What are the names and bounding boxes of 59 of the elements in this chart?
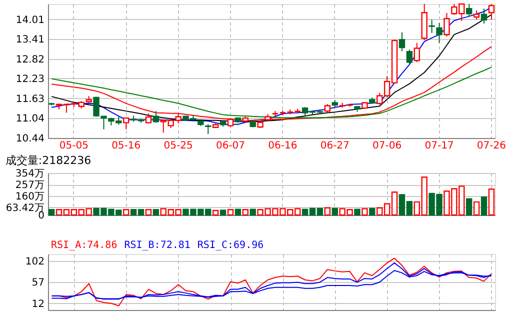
candlestick	[145, 112, 152, 124]
bar	[212, 210, 219, 216]
y-tick-label: 12	[32, 298, 44, 310]
y-tick-label: 13.41	[16, 34, 44, 46]
x-tick-label: 07-26	[476, 140, 506, 152]
candlestick	[480, 8, 488, 24]
y-tick-label: 11.04	[16, 114, 44, 125]
candlestick	[436, 22, 442, 44]
x-tick-label: 05-16	[112, 140, 141, 152]
bar	[324, 207, 331, 216]
bar	[227, 209, 234, 216]
bar	[145, 209, 152, 216]
bar	[362, 208, 368, 216]
y-tick-label: 257万	[15, 180, 44, 192]
candlestick	[444, 12, 450, 38]
candlestick	[406, 49, 413, 66]
bar	[332, 208, 338, 216]
bar	[234, 208, 242, 216]
y-tick-label: 12.23	[16, 74, 44, 85]
bar	[466, 198, 472, 216]
bar	[152, 209, 160, 216]
text: RSI_B:72.81	[124, 240, 190, 251]
bar	[488, 188, 495, 216]
candlestick	[466, 4, 472, 17]
y-tick-label: 12.82	[16, 54, 44, 66]
x-tick-label: 06-07	[216, 140, 246, 152]
line-series	[51, 262, 492, 300]
candlestick	[414, 42, 420, 63]
y-tick-label: 57	[32, 278, 44, 289]
line-series	[51, 270, 492, 300]
bar	[480, 196, 488, 216]
candlestick	[398, 32, 406, 52]
bar	[48, 209, 55, 216]
bar	[369, 208, 376, 216]
x-tick-label: 07-17	[424, 140, 454, 152]
y-tick-label: 102	[25, 256, 44, 268]
x-tick-label: 05-05	[59, 140, 88, 152]
text: RSI_C:69.96	[197, 240, 264, 251]
x-tick-label: 05-25	[164, 140, 193, 152]
y-tick-label: 11.63	[16, 94, 44, 105]
chart-title: 成交量:2182236	[5, 154, 92, 167]
candlestick	[473, 10, 480, 20]
y-tick-label: 160万	[15, 192, 44, 203]
x-tick-label: 07-06	[372, 140, 402, 152]
candlestick	[488, 4, 495, 20]
y-tick-label: 14.01	[16, 14, 44, 26]
candlestick	[205, 124, 212, 135]
bar	[123, 209, 130, 216]
x-tick-label: 06-16	[268, 140, 298, 152]
y-tick-label: 10.44	[16, 134, 44, 144]
bar	[242, 209, 249, 216]
bar	[473, 201, 480, 216]
bar	[354, 208, 360, 216]
candlestick	[428, 19, 435, 34]
y-tick-label: 354万	[15, 168, 44, 180]
bar	[250, 208, 256, 216]
bar	[220, 210, 226, 216]
text: RSI_A:74.86	[51, 240, 118, 251]
x-tick-label: 06-27	[320, 140, 350, 152]
